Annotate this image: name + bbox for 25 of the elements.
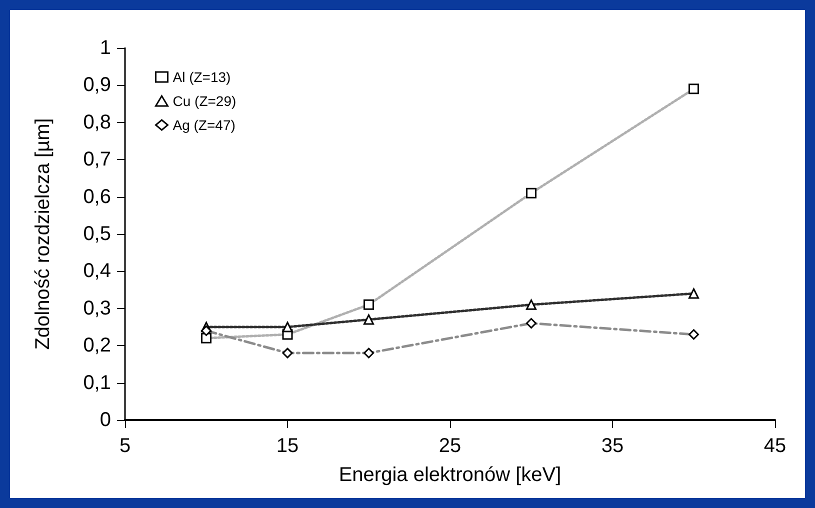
x-tick-label: 25: [438, 435, 462, 457]
x-tick-label: 5: [119, 435, 131, 457]
y-tick-label: 0,8: [83, 111, 111, 134]
legend-label: Ag (Z=47): [172, 117, 236, 133]
point: [364, 314, 374, 325]
y-tick-label: 0,5: [83, 223, 111, 245]
x-tick-label: 15: [276, 435, 299, 457]
y-tick-label: 0,6: [83, 186, 111, 208]
y-tick-label: 0,9: [83, 74, 111, 96]
y-tick-label: 0,2: [83, 334, 111, 357]
y-tick-label: 0,7: [83, 148, 111, 171]
y-tick-label: 0,1: [83, 372, 111, 394]
y-tick-label: 0,4: [83, 260, 111, 282]
x-tick-label: 35: [601, 435, 624, 457]
point: [688, 288, 699, 299]
x-axis-title: Energia elektronów [keV]: [338, 464, 562, 486]
y-axis-title: Zdolność rozdzielcza [µm]: [32, 118, 54, 350]
x-tick-label: 45: [764, 435, 786, 457]
y-tick-label: 0,3: [83, 297, 111, 320]
y-tick-label: 0: [100, 409, 111, 431]
y-tick-label: 1: [100, 37, 111, 59]
legend-label: Al (Z=13): [172, 69, 231, 85]
legend-label: Cu (Z=29): [172, 93, 236, 109]
point: [282, 322, 293, 332]
point: [526, 299, 536, 310]
